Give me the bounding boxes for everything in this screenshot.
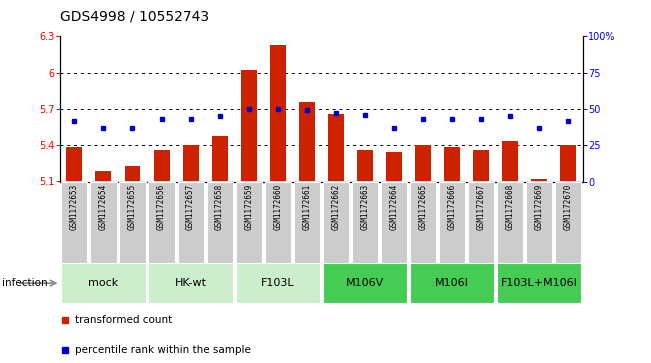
Text: GSM1172668: GSM1172668 [506, 184, 514, 230]
Text: GSM1172667: GSM1172667 [477, 184, 486, 230]
Text: GSM1172660: GSM1172660 [273, 184, 282, 230]
Text: M106V: M106V [346, 278, 384, 288]
Text: M106I: M106I [435, 278, 469, 288]
Text: GSM1172655: GSM1172655 [128, 184, 137, 230]
Bar [410, 182, 436, 263]
Bar [206, 182, 232, 263]
Text: F103L+M106I: F103L+M106I [501, 278, 577, 288]
Bar [265, 182, 291, 263]
Text: GSM1172657: GSM1172657 [186, 184, 195, 230]
Text: transformed count: transformed count [74, 315, 172, 325]
Bar [444, 147, 460, 182]
Bar [182, 144, 199, 182]
Text: mock: mock [89, 278, 118, 288]
Bar [323, 182, 349, 263]
Text: GSM1172659: GSM1172659 [244, 184, 253, 230]
Bar [236, 182, 262, 263]
Text: GSM1172670: GSM1172670 [564, 184, 573, 230]
Bar [526, 182, 552, 263]
Bar [410, 263, 494, 303]
Bar [90, 182, 117, 263]
Bar [212, 135, 228, 182]
Bar [555, 182, 581, 263]
Text: GSM1172658: GSM1172658 [215, 184, 224, 230]
Text: F103L: F103L [261, 278, 294, 288]
Bar [386, 152, 402, 182]
Text: GSM1172664: GSM1172664 [389, 184, 398, 230]
Bar [415, 145, 431, 182]
Bar [502, 141, 518, 182]
Bar [96, 171, 111, 182]
Bar [148, 182, 174, 263]
Text: HK-wt: HK-wt [174, 278, 206, 288]
Text: GSM1172666: GSM1172666 [447, 184, 456, 230]
Bar [270, 45, 286, 182]
Text: GSM1172653: GSM1172653 [70, 184, 79, 230]
Bar [497, 182, 523, 263]
Bar [560, 145, 576, 182]
Bar [119, 182, 146, 263]
Bar [468, 182, 494, 263]
Bar [61, 263, 146, 303]
Bar [236, 263, 320, 303]
Bar [124, 166, 141, 182]
Bar [241, 70, 256, 182]
Bar [148, 263, 232, 303]
Bar [497, 263, 581, 303]
Text: GSM1172661: GSM1172661 [302, 184, 311, 230]
Bar [154, 150, 169, 182]
Text: GSM1172669: GSM1172669 [534, 184, 544, 230]
Bar [66, 147, 83, 182]
Bar [328, 114, 344, 182]
Bar [473, 150, 489, 182]
Text: GSM1172663: GSM1172663 [361, 184, 369, 230]
Bar [178, 182, 204, 263]
Text: GDS4998 / 10552743: GDS4998 / 10552743 [60, 9, 209, 24]
Text: percentile rank within the sample: percentile rank within the sample [74, 345, 251, 355]
Bar [531, 179, 547, 182]
Bar [299, 102, 314, 182]
Text: GSM1172665: GSM1172665 [419, 184, 428, 230]
Bar [294, 182, 320, 263]
Bar [381, 182, 407, 263]
Bar [357, 150, 373, 182]
Text: infection: infection [2, 278, 48, 288]
Text: GSM1172656: GSM1172656 [157, 184, 166, 230]
Bar [352, 182, 378, 263]
Bar [61, 182, 87, 263]
Text: GSM1172662: GSM1172662 [331, 184, 340, 230]
Text: GSM1172654: GSM1172654 [99, 184, 108, 230]
Bar [323, 263, 407, 303]
Bar [439, 182, 465, 263]
